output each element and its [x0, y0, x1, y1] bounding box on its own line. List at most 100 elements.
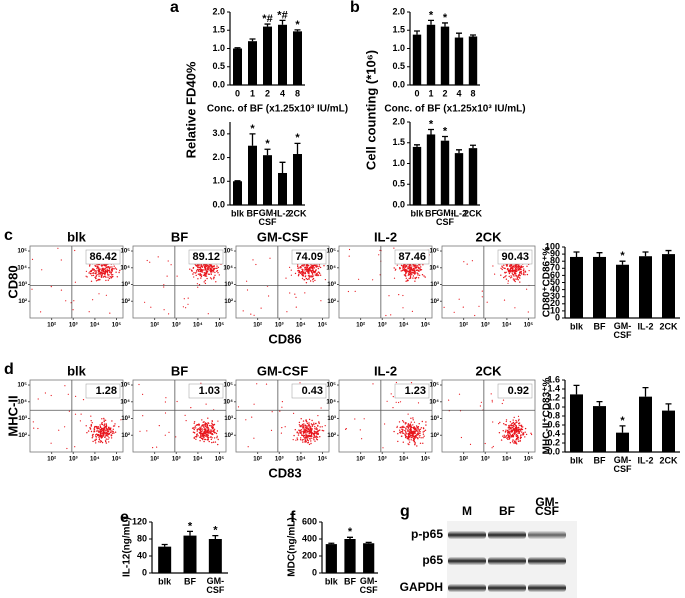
error-bar [187, 530, 193, 536]
event-dot [390, 393, 392, 395]
y-tick-label: 10³ [327, 281, 336, 288]
event-dot [418, 274, 421, 276]
event-dot [523, 272, 525, 274]
event-dot [308, 428, 310, 430]
panel-letter: f [290, 509, 296, 526]
event-dot [64, 385, 66, 387]
significance-mark: * [265, 138, 270, 150]
x-tick-label: 10⁴ [193, 323, 203, 329]
y-axis-label: Relative FD40% [183, 61, 198, 158]
event-dot [458, 393, 461, 395]
event-dot [206, 433, 208, 435]
event-dot [107, 433, 109, 435]
event-dot [517, 431, 520, 433]
event-dot [519, 268, 521, 270]
error-bar [573, 384, 580, 395]
y-tick-label: 10⁴ [17, 399, 27, 405]
event-dot [204, 422, 207, 424]
event-dot [191, 270, 193, 272]
event-dot [321, 426, 323, 428]
y-tick-label: 10⁴ [223, 399, 233, 405]
event-dot [201, 419, 203, 421]
event-dot [518, 418, 520, 421]
event-dot [410, 434, 412, 437]
event-dot [505, 435, 507, 437]
event-dot [200, 275, 203, 278]
event-dot [211, 420, 213, 423]
event-dot [420, 269, 423, 271]
y-tick-label: 10² [224, 298, 233, 305]
event-dot [217, 443, 219, 446]
event-dot [410, 426, 412, 429]
event-dot [522, 269, 525, 272]
event-dot [31, 288, 33, 290]
event-dot [471, 260, 473, 262]
event-dot [295, 306, 297, 308]
event-dot [108, 267, 111, 270]
event-dot [393, 267, 395, 269]
event-dot [407, 429, 409, 431]
event-dot [202, 421, 204, 423]
event-dot [408, 439, 410, 441]
event-dot [313, 267, 315, 269]
event-dot [200, 264, 202, 266]
error-bar [294, 142, 301, 155]
x-tick-label: 8 [470, 88, 475, 98]
event-dot [504, 424, 506, 426]
event-dot [106, 431, 108, 434]
event-dot [514, 307, 516, 309]
event-dot [207, 273, 210, 275]
event-dot [207, 269, 209, 271]
event-dot [411, 271, 413, 274]
event-dot [101, 418, 103, 420]
event-dot [293, 434, 295, 437]
event-dot [515, 275, 518, 277]
y-tick-label: 10⁵ [18, 249, 28, 255]
event-dot [191, 427, 194, 429]
event-dot [392, 396, 394, 398]
event-dot [521, 431, 523, 433]
event-dot [206, 426, 208, 429]
event-dot [201, 437, 203, 440]
event-dot [217, 420, 219, 422]
event-dot [308, 271, 310, 274]
event-dot [208, 428, 210, 430]
event-dot [453, 311, 455, 313]
event-dot [407, 272, 410, 274]
event-dot [304, 292, 306, 294]
event-dot [198, 431, 201, 434]
x-tick-label: 10⁴ [399, 323, 409, 329]
x-tick-label: 10⁵ [318, 457, 328, 463]
event-dot [185, 307, 187, 309]
event-dot [302, 434, 304, 437]
x-tick-label: 2CK [659, 455, 678, 465]
event-dot [514, 273, 516, 275]
event-dot [302, 426, 305, 428]
event-dot [74, 446, 76, 448]
event-dot [311, 273, 314, 275]
event-dot [253, 437, 255, 439]
event-dot [520, 424, 523, 426]
event-dot [417, 273, 419, 275]
bar [639, 256, 652, 318]
event-dot [92, 299, 94, 301]
blot-band [528, 584, 566, 592]
event-dot [508, 272, 511, 275]
event-dot [378, 254, 380, 256]
event-dot [515, 267, 517, 270]
event-dot [409, 276, 412, 278]
event-dot [111, 275, 113, 278]
error-bar [665, 403, 672, 411]
quadrant-percentage: 0.43 [302, 385, 323, 397]
percentage-box [291, 249, 327, 265]
event-dot [314, 270, 317, 272]
y-tick-label: 80 [137, 533, 147, 543]
dot-cloud [138, 382, 221, 449]
event-dot [516, 436, 519, 438]
x-tick-label: GM-CSF [614, 455, 633, 474]
protein-label: p-p65 [411, 527, 443, 541]
event-dot [99, 426, 102, 429]
event-dot [199, 436, 201, 438]
event-dot [198, 423, 200, 425]
event-dot [402, 441, 404, 443]
